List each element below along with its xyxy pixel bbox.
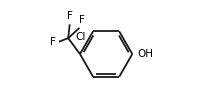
Text: F: F: [66, 11, 72, 21]
Text: F: F: [79, 15, 85, 25]
Text: OH: OH: [136, 49, 152, 59]
Text: Cl: Cl: [75, 32, 85, 42]
Text: F: F: [50, 37, 56, 47]
